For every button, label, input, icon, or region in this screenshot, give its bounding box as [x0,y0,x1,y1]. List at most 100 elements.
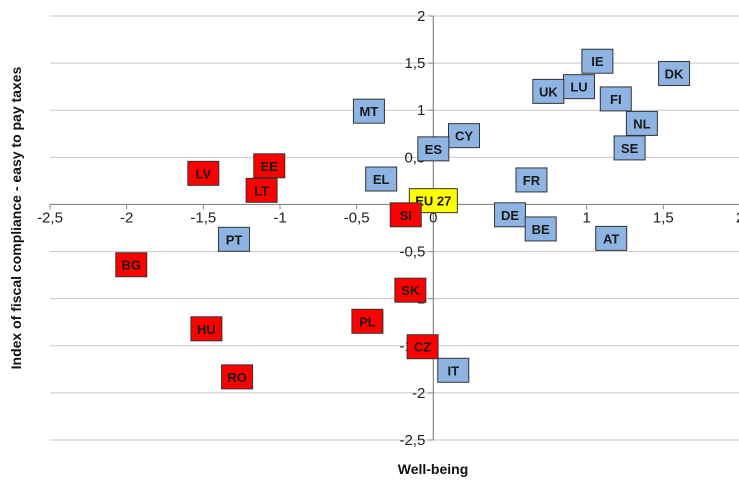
point-label: RO [227,370,247,385]
axes [49,15,739,441]
x-tick-label: 2 [736,209,739,226]
data-point-lt: LT [245,177,278,203]
x-tick-label: 1,5 [653,209,674,226]
data-point-eu-27: EU 27 [408,188,458,214]
point-marker [351,308,384,334]
data-point-lv: LV [187,160,220,186]
point-label: LU [570,80,587,95]
point-marker [394,277,427,303]
gridlines [50,15,739,441]
x-tick-label: -0,5 [344,209,370,226]
point-label: BE [532,222,550,237]
point-label: BG [122,258,142,273]
point-label: CZ [414,340,431,355]
data-point-cz: CZ [406,334,439,360]
point-marker [599,86,632,112]
point-label: PT [226,232,243,247]
point-label: LT [254,183,269,198]
data-point-fr: FR [515,167,548,193]
point-label: HU [197,322,216,337]
point-label: UK [539,84,558,99]
point-marker [515,167,548,193]
point-label: AT [603,231,619,246]
point-label: FI [610,92,622,107]
point-label: FR [523,173,541,188]
data-point-dk: DK [658,60,691,86]
data-point-sk: SK [394,277,427,303]
x-axis-label: Well-being [398,461,469,477]
point-label: DE [501,208,519,223]
x-tick-label: -2,5 [37,209,63,226]
point-marker [563,74,595,100]
point-marker [245,177,278,203]
data-point-bg: BG [115,252,148,278]
point-marker [417,136,450,162]
data-point-lu: LU [563,74,595,100]
data-point-be: BE [524,216,557,242]
point-marker [595,225,628,251]
point-label: NL [633,116,650,131]
x-tick-label: 1 [582,209,590,226]
point-marker [221,364,254,390]
point-marker [389,202,422,228]
point-label: EU 27 [415,194,451,209]
data-point-hu: HU [190,316,223,342]
point-label: DK [665,66,684,81]
point-marker [190,316,223,342]
point-marker [613,135,646,161]
y-tick-label: 1 [417,102,425,119]
y-axis-label: Index of fiscal compliance - easy to pay… [8,66,24,369]
data-point-nl: NL [625,110,658,136]
point-marker [448,123,480,149]
data-point-es: ES [417,136,450,162]
data-point-se: SE [613,135,646,161]
point-marker [532,78,565,104]
point-marker [581,48,614,74]
point-marker [218,226,250,252]
point-label: CY [455,129,473,144]
data-point-ro: RO [221,364,254,390]
data-point-it: IT [437,357,470,383]
point-label: IE [591,54,604,69]
tick-labels: -2,5-2-1,5-1-0,500,511,52-2,5-2-1,5-1-0,… [37,8,739,449]
y-tick-label: -2 [412,385,425,402]
x-tick-label: -2 [120,209,133,226]
data-point-ie: IE [581,48,614,74]
data-point-el: EL [365,166,398,192]
data-point-at: AT [595,225,628,251]
y-tick-label: -0,5 [399,244,425,261]
point-marker [187,160,220,186]
data-points: IE DK LU UK FI MT NL CY SE ES EL FR EU 27 DE BE AT PT IT E… [115,48,691,390]
data-point-pl: PL [351,308,384,334]
point-label: LV [196,166,212,181]
point-label: ES [425,142,443,157]
x-tick-label: 0 [429,209,437,226]
point-marker [494,202,526,228]
point-marker [352,98,385,124]
data-point-cy: CY [448,123,480,149]
data-point-si: SI [389,202,422,228]
point-label: SI [400,208,412,223]
data-point-uk: UK [532,78,565,104]
point-label: SK [401,283,420,298]
point-marker [115,252,148,278]
point-label: MT [360,104,379,119]
point-label: IT [447,363,459,378]
point-label: EE [261,159,279,174]
y-tick-label: 2 [417,8,425,25]
data-point-pt: PT [218,226,250,252]
point-label: PL [359,314,376,329]
point-marker [437,357,470,383]
point-marker [365,166,398,192]
y-tick-label: 1,5 [404,55,425,72]
point-label: SE [621,141,639,156]
data-point-mt: MT [352,98,385,124]
point-marker [406,334,439,360]
point-marker [658,60,691,86]
data-point-fi: FI [599,86,632,112]
point-label: EL [373,172,390,187]
point-marker [625,110,658,136]
y-tick-label: -2,5 [399,432,425,449]
point-marker [524,216,557,242]
